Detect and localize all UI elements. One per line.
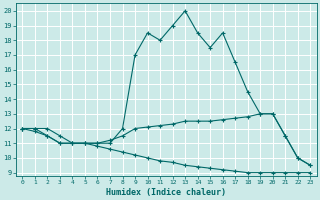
X-axis label: Humidex (Indice chaleur): Humidex (Indice chaleur) (106, 188, 226, 197)
